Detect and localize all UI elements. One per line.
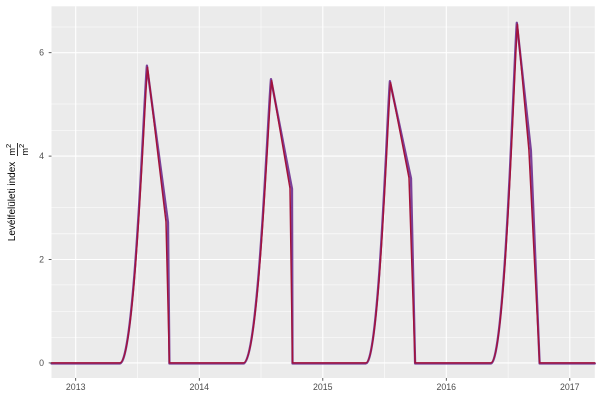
svg-text:2015: 2015 — [313, 382, 333, 392]
svg-text:4: 4 — [39, 151, 44, 161]
svg-text:0: 0 — [39, 358, 44, 368]
svg-text:2016: 2016 — [437, 382, 457, 392]
svg-text:6: 6 — [39, 48, 44, 58]
svg-text:2014: 2014 — [190, 382, 210, 392]
svg-text:2017: 2017 — [560, 382, 580, 392]
svg-text:2: 2 — [39, 254, 44, 264]
svg-text:2013: 2013 — [66, 382, 86, 392]
